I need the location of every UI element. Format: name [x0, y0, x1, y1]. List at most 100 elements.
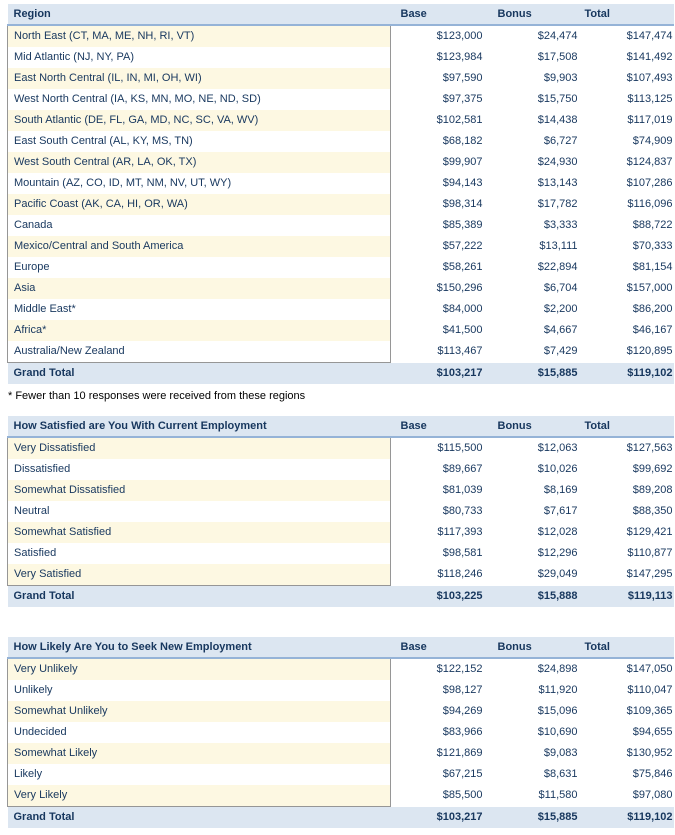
row-label-cell: Likely — [7, 764, 391, 785]
grand-total-base: $103,217 — [390, 362, 486, 384]
total-value-cell: $147,295 — [580, 564, 674, 586]
grand-total-bonus: $15,888 — [485, 585, 581, 607]
base-value-cell: $58,261 — [390, 257, 486, 278]
base-value-cell: $121,869 — [390, 743, 486, 764]
base-value-cell: $123,984 — [390, 47, 486, 68]
row-label-cell: Middle East* — [7, 299, 391, 320]
table-row: Somewhat Unlikely $94,269 $15,096 $109,365 — [7, 701, 674, 722]
row-label-cell: North East (CT, MA, ME, NH, RI, VT) — [7, 24, 391, 47]
total-value-cell: $147,474 — [580, 25, 674, 47]
total-value-cell: $88,350 — [580, 501, 674, 522]
table-row: Somewhat Dissatisfied $81,039 $8,169 $89,20… — [7, 480, 674, 501]
total-value-cell: $116,096 — [580, 194, 674, 215]
bonus-value-cell: $12,296 — [485, 543, 581, 564]
bonus-value-cell: $3,333 — [485, 215, 581, 236]
table-row: Undecided $83,966 $10,690 $94,655 — [7, 722, 674, 743]
column-header-total: Total — [580, 4, 674, 26]
column-header-satisfaction: How Satisfied are You With Current Emplo… — [7, 416, 391, 438]
base-value-cell: $123,000 — [390, 25, 486, 47]
grand-total-total: $119,102 — [580, 806, 674, 828]
row-label-cell: Mid Atlantic (NJ, NY, PA) — [7, 47, 391, 68]
bonus-value-cell: $24,930 — [485, 152, 581, 173]
row-label-cell: Mexico/Central and South America — [7, 236, 391, 257]
total-value-cell: $107,286 — [580, 173, 674, 194]
row-label-cell: Very Satisfied — [7, 564, 391, 586]
total-value-cell: $75,846 — [580, 764, 674, 785]
row-label-cell: Unlikely — [7, 680, 391, 701]
table-row: Unlikely $98,127 $11,920 $110,047 — [7, 680, 674, 701]
base-value-cell: $122,152 — [390, 658, 486, 680]
base-value-cell: $97,590 — [390, 68, 486, 89]
column-header-total: Total — [580, 637, 674, 659]
base-value-cell: $118,246 — [390, 564, 486, 586]
table-row: Very Unlikely $122,152 $24,898 $147,050 — [7, 657, 674, 680]
base-value-cell: $68,182 — [390, 131, 486, 152]
row-label-cell: South Atlantic (DE, FL, GA, MD, NC, SC, … — [7, 110, 391, 131]
total-value-cell: $86,200 — [580, 299, 674, 320]
table-row: South Atlantic (DE, FL, GA, MD, NC, SC, … — [7, 110, 674, 131]
base-value-cell: $97,375 — [390, 89, 486, 110]
total-value-cell: $107,493 — [580, 68, 674, 89]
column-header-base: Base — [390, 4, 486, 26]
column-header-bonus: Bonus — [485, 4, 581, 26]
total-value-cell: $130,952 — [580, 743, 674, 764]
base-value-cell: $89,667 — [390, 459, 486, 480]
total-value-cell: $113,125 — [580, 89, 674, 110]
bonus-value-cell: $12,063 — [485, 437, 581, 459]
table-row: Very Dissatisfied $115,500 $12,063 $127,563 — [7, 436, 674, 459]
row-label-cell: Somewhat Dissatisfied — [7, 480, 391, 501]
base-value-cell: $81,039 — [390, 480, 486, 501]
base-value-cell: $83,966 — [390, 722, 486, 743]
row-label-cell: West South Central (AR, LA, OK, TX) — [7, 152, 391, 173]
grand-total-bonus: $15,885 — [485, 362, 581, 384]
bonus-value-cell: $9,903 — [485, 68, 581, 89]
total-value-cell: $99,692 — [580, 459, 674, 480]
base-value-cell: $99,907 — [390, 152, 486, 173]
row-label-cell: Very Dissatisfied — [7, 436, 391, 459]
total-value-cell: $147,050 — [580, 658, 674, 680]
satisfaction-table: How Satisfied are You With Current Emplo… — [7, 416, 674, 607]
bonus-value-cell: $14,438 — [485, 110, 581, 131]
total-value-cell: $157,000 — [580, 278, 674, 299]
base-value-cell: $94,143 — [390, 173, 486, 194]
table-row: Satisfied $98,581 $12,296 $110,877 — [7, 543, 674, 564]
table-row: Very Likely $85,500 $11,580 $97,080 — [7, 785, 674, 807]
grand-total-label: Grand Total — [7, 585, 391, 607]
table-header-row: Region Base Bonus Total — [7, 4, 674, 26]
total-value-cell: $124,837 — [580, 152, 674, 173]
total-value-cell: $81,154 — [580, 257, 674, 278]
base-value-cell: $150,296 — [390, 278, 486, 299]
region-section: Region Base Bonus Total North East (CT, … — [7, 4, 675, 402]
base-value-cell: $102,581 — [390, 110, 486, 131]
base-value-cell: $98,127 — [390, 680, 486, 701]
row-label-cell: East North Central (IL, IN, MI, OH, WI) — [7, 68, 391, 89]
table-row: Dissatisfied $89,667 $10,026 $99,692 — [7, 459, 674, 480]
satisfaction-section: How Satisfied are You With Current Emplo… — [7, 416, 675, 607]
total-value-cell: $70,333 — [580, 236, 674, 257]
column-header-base: Base — [390, 416, 486, 438]
total-value-cell: $110,047 — [580, 680, 674, 701]
bonus-value-cell: $8,169 — [485, 480, 581, 501]
table-row: North East (CT, MA, ME, NH, RI, VT) $123,… — [7, 24, 674, 47]
total-value-cell: $74,909 — [580, 131, 674, 152]
table-row: Mountain (AZ, CO, ID, MT, NM, NV, UT, WY… — [7, 173, 674, 194]
table-header-row: How Satisfied are You With Current Emplo… — [7, 416, 674, 438]
base-value-cell: $80,733 — [390, 501, 486, 522]
column-header-seek-employment: How Likely Are You to Seek New Employmen… — [7, 637, 391, 659]
region-footnote: * Fewer than 10 responses were received … — [8, 390, 306, 402]
total-value-cell: $88,722 — [580, 215, 674, 236]
table-row: Mid Atlantic (NJ, NY, PA) $123,984 $17,508… — [7, 47, 674, 68]
row-label-cell: Very Likely — [7, 785, 391, 807]
row-label-cell: Somewhat Unlikely — [7, 701, 391, 722]
bonus-value-cell: $17,508 — [485, 47, 581, 68]
table-row: Middle East* $84,000 $2,200 $86,200 — [7, 299, 674, 320]
total-value-cell: $94,655 — [580, 722, 674, 743]
total-value-cell: $46,167 — [580, 320, 674, 341]
row-label-cell: East South Central (AL, KY, MS, TN) — [7, 131, 391, 152]
column-header-region: Region — [7, 4, 391, 26]
table-row: Likely $67,215 $8,631 $75,846 — [7, 764, 674, 785]
column-header-bonus: Bonus — [485, 416, 581, 438]
table-row: Mexico/Central and South America $57,222 $… — [7, 236, 674, 257]
bonus-value-cell: $24,474 — [485, 25, 581, 47]
